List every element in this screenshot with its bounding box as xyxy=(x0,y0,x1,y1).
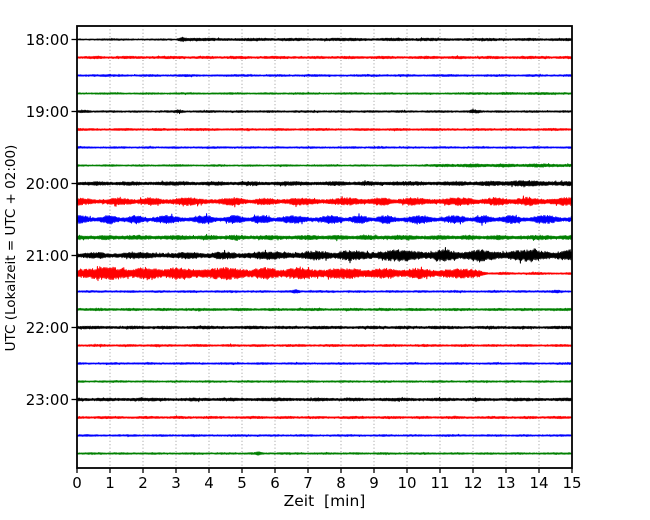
trace-1830 xyxy=(76,73,572,78)
trace-2215 xyxy=(76,343,572,348)
trace-2300 xyxy=(76,396,572,403)
x-tick-label: 0 xyxy=(72,474,82,492)
trace-2330 xyxy=(76,433,572,438)
x-tick-label: 8 xyxy=(336,474,346,492)
trace-2015 xyxy=(76,195,572,208)
trace-1800 xyxy=(76,36,572,43)
x-tick-label: 1 xyxy=(105,474,115,492)
trace-1930 xyxy=(76,145,572,150)
y-tick-label: 22:00 xyxy=(25,318,69,337)
trace-2045 xyxy=(76,233,572,242)
y-tick-label: 19:00 xyxy=(25,102,69,121)
x-tick-label: 9 xyxy=(369,474,379,492)
trace-1945 xyxy=(76,163,572,168)
x-tick-label: 13 xyxy=(496,474,516,492)
trace-2030 xyxy=(76,213,572,226)
trace-2000 xyxy=(76,180,572,188)
trace-1915 xyxy=(76,127,572,132)
x-axis-title: Zeit [min] xyxy=(283,492,366,510)
trace-1845 xyxy=(76,91,572,96)
trace-1900 xyxy=(76,108,572,115)
x-tick-label: 10 xyxy=(397,474,417,492)
axes-frame xyxy=(76,25,573,469)
trace-2100 xyxy=(76,247,572,264)
trace-2315 xyxy=(76,415,572,420)
trace-2230 xyxy=(76,361,572,366)
x-tick-label: 4 xyxy=(204,474,214,492)
x-tick-label: 7 xyxy=(303,474,313,492)
trace-1815 xyxy=(76,55,572,60)
trace-2145 xyxy=(76,307,572,312)
trace-2130 xyxy=(76,289,572,294)
x-tick-label: 12 xyxy=(463,474,483,492)
x-tick-label: 5 xyxy=(237,474,247,492)
y-tick-label: 20:00 xyxy=(25,174,69,193)
x-tick-label: 3 xyxy=(171,474,181,492)
trace-2245 xyxy=(76,379,572,384)
x-tick-label: 2 xyxy=(138,474,148,492)
y-tick-label: 21:00 xyxy=(25,246,69,265)
trace-2200 xyxy=(76,325,572,330)
trace-2115 xyxy=(76,266,572,282)
x-tick-label: 6 xyxy=(270,474,280,492)
y-tick-label: 18:00 xyxy=(25,30,69,49)
trace-2345 xyxy=(76,451,572,456)
x-tick-label: 11 xyxy=(430,474,450,492)
x-tick-label: 14 xyxy=(529,474,549,492)
x-tick-label: 15 xyxy=(562,474,582,492)
y-tick-label: 23:00 xyxy=(25,390,69,409)
